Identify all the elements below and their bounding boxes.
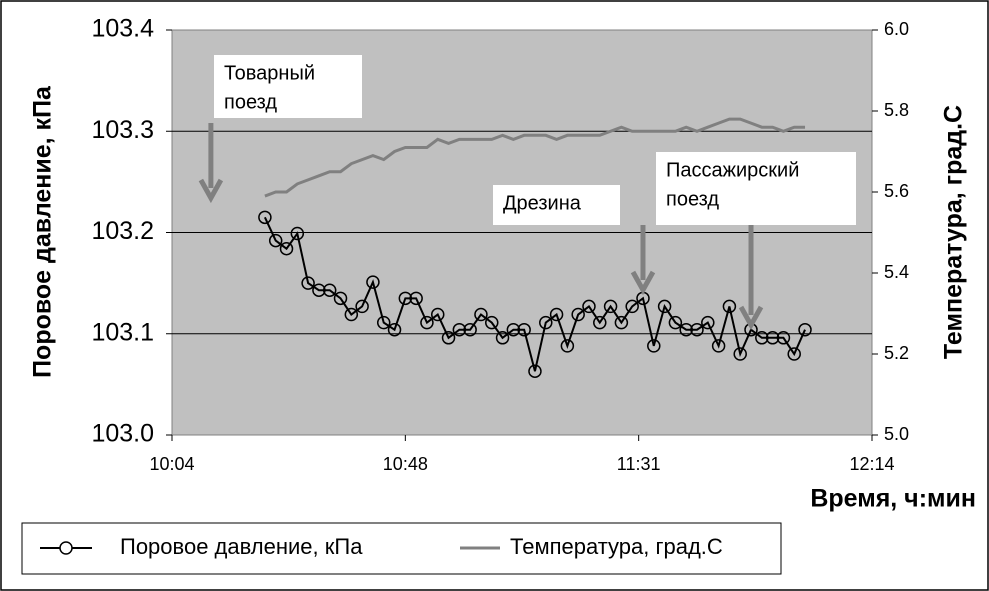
point-marker: [571, 307, 585, 322]
point-marker: [333, 291, 348, 306]
legend: [21, 522, 782, 575]
point-marker: [474, 307, 488, 322]
point-marker: [355, 299, 369, 314]
y2-tick-label: 5.2: [884, 343, 909, 363]
series-line: [263, 216, 806, 372]
annotation-text: Товарный: [224, 62, 315, 84]
point-marker: [733, 347, 747, 361]
annotation-arrowhead: [198, 178, 224, 204]
point-marker: [495, 331, 510, 345]
point-marker: [711, 339, 726, 353]
y2-tick-label: 5.0: [884, 424, 909, 444]
point-marker: [593, 315, 607, 330]
y-tick-label: 103.2: [91, 217, 154, 245]
point-marker: [290, 226, 305, 241]
annotation-text: поезд: [224, 91, 277, 113]
x-tick-label: 10:48: [383, 454, 428, 474]
point-marker: [463, 322, 477, 337]
annotation-arrowhead: [738, 305, 764, 331]
y2-tick-label: 5.4: [884, 262, 909, 282]
point-marker: [398, 291, 413, 306]
point-marker: [506, 322, 521, 337]
annotation-text: Пассажирский: [666, 159, 799, 181]
y-axis-label: Поровое давление, кПа: [29, 85, 57, 378]
point-marker: [517, 322, 531, 337]
x-tick-label: 11:31: [617, 454, 661, 474]
point-marker: [701, 315, 715, 330]
point-marker: [452, 322, 467, 337]
legend-marker: [59, 541, 73, 555]
series-line: [264, 117, 806, 198]
point-marker: [301, 276, 315, 290]
x-axis-label: Время, ч:мин: [810, 485, 976, 513]
y-tick-label: 103.1: [91, 318, 154, 346]
point-marker: [387, 322, 402, 337]
y2-axis-label: Температура, град.С: [940, 105, 968, 359]
annotation-arrowhead: [630, 270, 656, 296]
point-marker: [657, 299, 672, 314]
point-marker: [344, 307, 359, 322]
y2-tick-label: 5.8: [884, 100, 909, 120]
point-marker: [722, 299, 737, 314]
point-marker: [690, 322, 704, 337]
point-marker: [755, 331, 769, 345]
point-marker: [582, 299, 596, 314]
point-marker: [485, 315, 499, 330]
point-marker: [409, 291, 423, 306]
point-marker: [258, 210, 272, 225]
point-marker: [366, 275, 380, 289]
y-tick-label: 103.3: [91, 116, 154, 144]
point-marker: [420, 315, 434, 330]
point-marker: [787, 347, 801, 361]
point-marker: [539, 315, 553, 330]
point-marker: [430, 307, 445, 322]
point-marker: [647, 339, 661, 353]
point-marker: [549, 307, 564, 322]
point-marker: [376, 315, 391, 330]
point-marker: [441, 331, 456, 345]
point-marker: [312, 283, 326, 297]
annotation-box: [493, 185, 620, 225]
point-marker: [279, 241, 294, 256]
y-tick-label: 103.0: [91, 420, 154, 448]
point-marker: [798, 322, 812, 337]
y-tick-label: 103.4: [91, 15, 154, 43]
point-marker: [603, 299, 618, 314]
annotation-text: Дрезина: [503, 192, 582, 214]
annotation-box: [656, 152, 856, 225]
point-marker: [268, 233, 283, 248]
y2-tick-label: 5.6: [884, 181, 909, 201]
point-marker: [322, 283, 337, 297]
y2-tick-label: 6.0: [884, 19, 909, 39]
point-marker: [614, 315, 629, 330]
point-marker: [776, 331, 791, 345]
point-marker: [679, 322, 693, 337]
annotation-text: поезд: [666, 188, 719, 210]
annotation-box: [214, 55, 362, 118]
legend-label: Поровое давление, кПа: [120, 534, 363, 559]
point-marker: [625, 299, 639, 314]
point-marker: [560, 339, 575, 353]
point-marker: [528, 364, 542, 378]
legend-label: Температура, град.С: [510, 534, 723, 559]
point-marker: [765, 331, 780, 345]
point-marker: [668, 315, 683, 330]
x-tick-label: 10:04: [149, 454, 194, 474]
x-tick-label: 12:14: [849, 454, 894, 474]
